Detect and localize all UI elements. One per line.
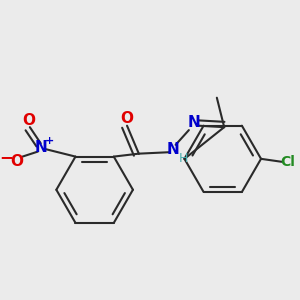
- Text: +: +: [45, 136, 54, 146]
- Text: O: O: [10, 154, 23, 169]
- Text: O: O: [22, 113, 35, 128]
- Text: N: N: [34, 140, 47, 155]
- Text: N: N: [188, 115, 200, 130]
- Text: H: H: [179, 152, 189, 165]
- Text: O: O: [121, 111, 134, 126]
- Text: −: −: [0, 148, 13, 166]
- Text: Cl: Cl: [281, 155, 296, 169]
- Text: N: N: [167, 142, 180, 157]
